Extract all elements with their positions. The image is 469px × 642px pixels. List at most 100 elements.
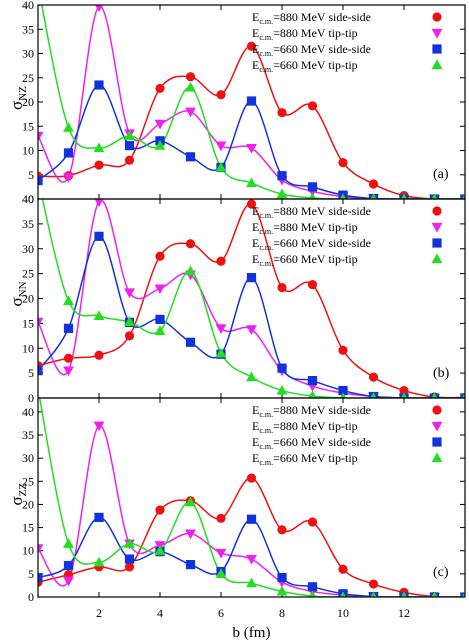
y-tick-label: 10 xyxy=(22,341,34,355)
data-point xyxy=(368,372,379,382)
data-point xyxy=(63,560,74,571)
data-point xyxy=(93,556,105,567)
legend-entry-symbol: E xyxy=(252,419,259,433)
data-point xyxy=(154,325,166,335)
data-point xyxy=(94,350,104,360)
data-point xyxy=(185,337,196,347)
data-point xyxy=(215,141,227,152)
legend-marker xyxy=(432,206,442,216)
legend-entry-symbol: E xyxy=(252,58,259,72)
y-tick-label: 25 xyxy=(22,267,34,281)
x-tick-label: 12 xyxy=(398,606,410,620)
y-tick-label: 30 xyxy=(22,451,34,465)
data-point xyxy=(185,72,196,82)
y-axis-symbol: σ xyxy=(7,496,26,505)
y-tick-label: 40 xyxy=(22,405,34,419)
series-group xyxy=(38,5,465,199)
data-point xyxy=(155,314,165,324)
data-point xyxy=(246,514,257,524)
legend-entry-text: =880 MeV side-side xyxy=(273,204,371,218)
legend-entry: Ec.m.=660 MeV tip-tip xyxy=(252,451,358,467)
legend-entry: Ec.m.=660 MeV tip-tip xyxy=(252,252,358,268)
data-point xyxy=(185,107,196,118)
legend-marker xyxy=(432,437,442,447)
data-point xyxy=(460,194,465,199)
data-point xyxy=(460,393,465,398)
y-tick-label: 20 xyxy=(22,292,34,306)
y-tick-label: 40 xyxy=(22,0,34,12)
legend-entry-symbol: E xyxy=(252,26,259,40)
data-point xyxy=(338,158,348,168)
series-group xyxy=(38,398,465,597)
x-tick-label: 2 xyxy=(96,606,102,620)
data-point xyxy=(94,160,104,170)
y-tick-label: 35 xyxy=(22,428,34,442)
plot-frame xyxy=(37,397,466,598)
legend-entry-text: =660 MeV side-side xyxy=(273,42,371,56)
legend-entry-text: =660 MeV tip-tip xyxy=(273,58,358,72)
data-point xyxy=(339,591,347,597)
data-point xyxy=(154,119,166,130)
data-point xyxy=(400,591,408,597)
y-tick-label: 5 xyxy=(28,366,34,380)
legend-entry-text: =660 MeV side-side xyxy=(273,435,371,449)
data-point xyxy=(461,591,465,597)
data-point xyxy=(63,538,74,548)
data-point xyxy=(338,385,348,396)
legend-entry-subscript: c.m. xyxy=(259,227,273,236)
legend-entry-text: =660 MeV tip-tip xyxy=(273,451,358,465)
data-point xyxy=(94,512,104,522)
y-tick-label: 25 xyxy=(22,474,34,488)
legend-entry: Ec.m.=660 MeV side-side xyxy=(252,42,371,58)
data-point xyxy=(308,192,317,199)
data-point xyxy=(370,193,377,199)
legend-marker xyxy=(431,222,443,233)
data-point xyxy=(431,193,438,199)
data-point xyxy=(185,239,196,249)
legend-entry-subscript: c.m. xyxy=(259,49,273,58)
legend-marker xyxy=(432,238,442,248)
y-axis-label: σZZ xyxy=(7,483,29,506)
legend-entry-text: =880 MeV side-side xyxy=(273,403,371,417)
data-point xyxy=(308,390,317,398)
data-point xyxy=(63,366,74,377)
data-point xyxy=(63,576,74,587)
data-point xyxy=(246,371,257,382)
legend-entry-subscript: c.m. xyxy=(259,65,273,74)
data-point xyxy=(154,284,166,295)
data-point xyxy=(400,392,408,398)
data-point xyxy=(185,529,196,540)
y-axis-symbol: σ xyxy=(7,101,26,110)
x-tick-label: 6 xyxy=(218,606,224,620)
data-point xyxy=(215,548,227,559)
data-point xyxy=(246,41,257,51)
y-tick-label: 35 xyxy=(22,217,34,231)
y-tick-label: 15 xyxy=(22,316,34,330)
legend-entry: Ec.m.=660 MeV tip-tip xyxy=(252,58,358,74)
data-point xyxy=(215,568,227,578)
legend-entry-subscript: c.m. xyxy=(259,259,273,268)
legend-entry-subscript: c.m. xyxy=(259,33,273,42)
legend-entry-text: =660 MeV side-side xyxy=(273,236,371,250)
data-point xyxy=(368,179,379,189)
y-tick-label: 30 xyxy=(22,47,34,61)
x-tick-label: 10 xyxy=(337,606,349,620)
data-point xyxy=(185,81,196,92)
data-point xyxy=(38,366,43,376)
data-point xyxy=(338,564,348,574)
y-tick-label: 0 xyxy=(28,391,34,405)
data-point xyxy=(63,295,74,306)
data-point xyxy=(185,152,196,162)
data-point xyxy=(154,545,166,555)
data-point xyxy=(276,384,288,395)
data-point xyxy=(63,148,74,158)
data-point xyxy=(399,385,409,396)
data-point xyxy=(307,182,318,192)
data-point xyxy=(185,496,196,507)
data-point xyxy=(246,199,257,209)
